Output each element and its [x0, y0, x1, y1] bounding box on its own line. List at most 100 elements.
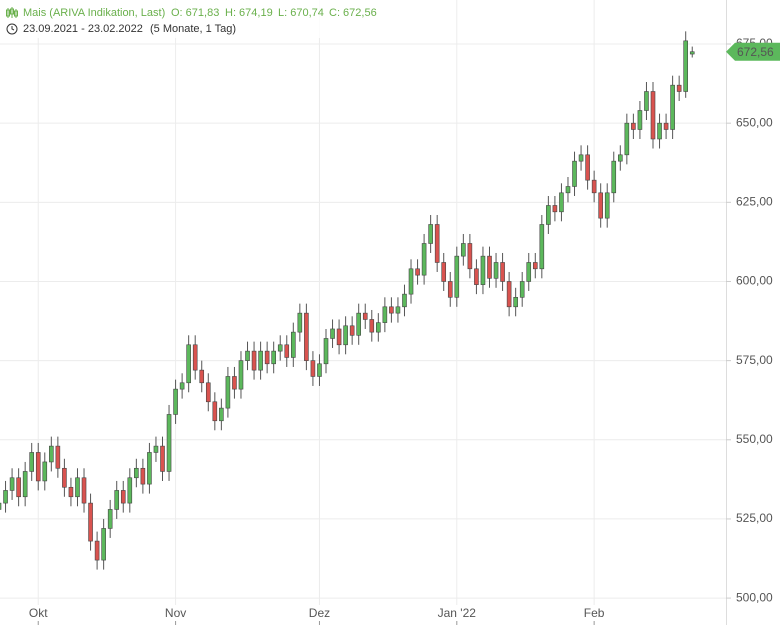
y-tick-label: 650,00: [736, 115, 773, 129]
candle-body: [454, 255, 460, 298]
candle-body: [683, 40, 689, 92]
candle-body: [22, 471, 28, 498]
candle-body: [310, 360, 316, 377]
candle-body: [94, 540, 100, 561]
candle-body: [598, 192, 603, 219]
candle-body: [42, 461, 48, 482]
candle-body: [461, 243, 466, 257]
candle-body: [526, 262, 532, 282]
candle-body: [689, 51, 695, 55]
candle-body: [617, 154, 623, 162]
y-tick-label: 625,00: [736, 194, 773, 208]
candle-body: [297, 312, 303, 333]
candle-body: [140, 467, 146, 485]
candle-body: [663, 122, 669, 130]
candle-body: [644, 91, 649, 111]
clock-icon: [6, 23, 18, 35]
candle-body: [323, 338, 329, 365]
candle-body: [238, 360, 244, 390]
x-tick-label: Feb: [584, 606, 605, 620]
y-tick-label: 600,00: [736, 274, 773, 288]
candle-body: [3, 490, 8, 504]
candle-body: [408, 268, 414, 295]
candle-body: [389, 306, 394, 314]
candle-body: [147, 452, 152, 485]
candle-body: [330, 328, 335, 339]
candle-body: [114, 490, 120, 510]
candle-body: [506, 281, 512, 308]
candle-body: [591, 179, 597, 194]
candle-body: [232, 376, 237, 390]
price-tag: [726, 42, 780, 61]
candle-body: [402, 293, 407, 308]
candle-body: [186, 344, 191, 384]
candle-body: [284, 344, 290, 358]
candle-body: [415, 268, 420, 276]
candle-body: [480, 255, 486, 285]
candle-body: [382, 306, 388, 323]
candle-body: [362, 312, 368, 320]
candle-body: [572, 160, 577, 187]
high-label: H: 674,19: [225, 7, 273, 19]
candle-body: [356, 312, 362, 336]
candle-body: [532, 262, 538, 270]
candle-body: [0, 502, 2, 510]
candle-body: [441, 262, 447, 282]
candle-body: [552, 205, 558, 213]
candle-body: [585, 154, 590, 181]
candle-body: [604, 192, 610, 219]
candle-body: [29, 452, 35, 472]
candle-body: [304, 312, 309, 361]
candle-body: [676, 84, 682, 92]
candle-body: [487, 255, 492, 279]
candle-body: [101, 528, 106, 561]
candle-body: [317, 363, 322, 377]
candle-body: [519, 281, 525, 298]
candle-body: [271, 350, 276, 365]
candle-body: [258, 350, 263, 371]
candle-body: [467, 243, 473, 270]
candle-body: [49, 445, 54, 463]
candle-body: [277, 344, 283, 352]
period: (5 Monate, 1 Tag): [150, 23, 236, 35]
candle-body: [160, 445, 165, 472]
candles: [0, 31, 695, 570]
candle-body: [9, 477, 15, 491]
candle-icon: [6, 7, 18, 18]
instrument: Mais (ARIVA Indikation, Last): [23, 7, 165, 19]
price-tag-label: 672,56: [737, 45, 774, 59]
y-tick-label: 575,00: [736, 353, 773, 367]
candle-body: [179, 382, 185, 390]
candle-body: [166, 414, 172, 472]
candle-body: [624, 122, 630, 156]
candle-body: [16, 477, 21, 498]
candle-body: [565, 186, 571, 194]
x-tick-label: Nov: [165, 606, 186, 620]
candle-body: [245, 350, 250, 361]
candle-body: [578, 154, 584, 162]
close-label: C: 672,56: [329, 7, 377, 19]
candle-body: [428, 224, 433, 244]
candle-body: [225, 376, 231, 409]
candle-body: [120, 490, 126, 504]
x-tick-label: Okt: [29, 606, 48, 620]
candle-body: [434, 224, 440, 263]
candle-body: [62, 467, 67, 488]
candle-body: [55, 445, 61, 469]
candle-body: [212, 401, 218, 422]
candle-body: [539, 224, 545, 270]
date-range: 23.09.2021 - 23.02.2022: [23, 23, 143, 35]
candle-body: [421, 243, 427, 276]
candle-body: [153, 445, 159, 453]
candle-body: [81, 477, 87, 504]
candle-body: [631, 122, 636, 130]
candle-body: [219, 407, 224, 422]
candle-body: [75, 477, 80, 498]
candle-body: [343, 325, 348, 346]
candle-body: [493, 262, 499, 279]
candle-body: [657, 122, 662, 140]
candle-body: [376, 322, 381, 333]
candle-body: [35, 452, 41, 482]
candle-body: [559, 192, 564, 213]
